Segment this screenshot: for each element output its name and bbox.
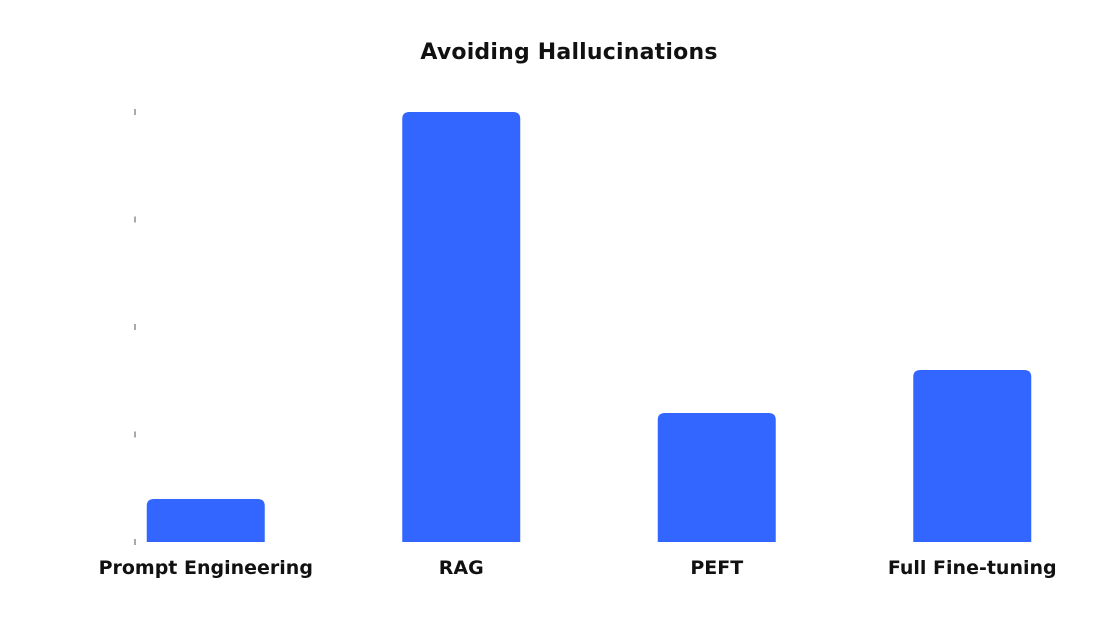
bar-rag bbox=[402, 112, 521, 542]
x-label-rag: RAG bbox=[439, 557, 484, 579]
x-label-prompt-engineering: Prompt Engineering bbox=[99, 557, 313, 579]
bar-full-fine-tuning bbox=[913, 370, 1032, 542]
x-label-full-fine-tuning: Full Fine-tuning bbox=[888, 557, 1057, 579]
x-axis-labels: Prompt Engineering RAG PEFT Full Fine-tunin… bbox=[99, 557, 1057, 579]
chart-title: Avoiding Hallucinations bbox=[420, 40, 718, 65]
bars bbox=[146, 112, 1032, 542]
x-label-peft: PEFT bbox=[690, 557, 743, 579]
bar-prompt-engineering bbox=[146, 499, 265, 542]
bar-peft bbox=[657, 413, 776, 542]
